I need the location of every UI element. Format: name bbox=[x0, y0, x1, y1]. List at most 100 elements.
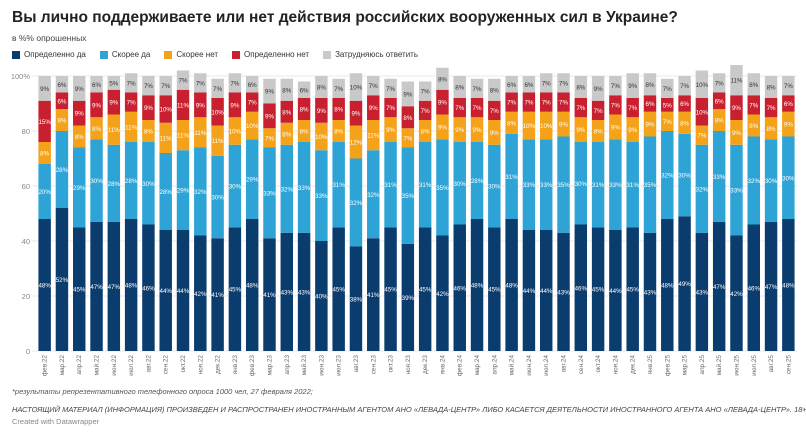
data-label: 28% bbox=[160, 189, 173, 196]
bar-segment bbox=[626, 227, 639, 351]
bar-segment bbox=[211, 125, 224, 156]
bar-segment bbox=[488, 78, 501, 101]
bar-segment bbox=[211, 238, 224, 351]
bar-segment bbox=[315, 98, 328, 123]
data-label: 41% bbox=[211, 292, 224, 299]
data-label: 7% bbox=[127, 100, 136, 107]
data-label: 6% bbox=[715, 98, 724, 105]
y-tick-label: 20 bbox=[22, 292, 30, 301]
data-label: 33% bbox=[523, 182, 536, 189]
bar-segment bbox=[38, 76, 51, 101]
bar-segment bbox=[470, 219, 484, 351]
legend-item-rather-yes: Скорее да bbox=[99, 50, 151, 59]
data-label: 43% bbox=[696, 289, 709, 296]
data-label: 32% bbox=[748, 178, 761, 185]
bar-segment bbox=[228, 117, 242, 145]
bar-segment bbox=[453, 76, 466, 98]
bar-segment bbox=[384, 142, 397, 228]
bar-segment bbox=[263, 103, 276, 129]
survey-note: *результаты репрезентативного телефонног… bbox=[12, 387, 313, 396]
x-tick-label: апр.23 bbox=[284, 355, 291, 375]
data-label: 6% bbox=[524, 82, 533, 89]
bar-segment bbox=[159, 230, 172, 351]
bar-segment bbox=[73, 147, 86, 228]
bar-segment bbox=[332, 98, 345, 120]
data-label: 10% bbox=[523, 123, 536, 130]
bar-segment bbox=[90, 139, 103, 222]
chart-title: Вы лично поддерживаете или нет действия … bbox=[12, 9, 678, 26]
bar-segment bbox=[747, 95, 760, 115]
x-tick-label: апр.25 bbox=[699, 355, 706, 375]
bar-segment bbox=[436, 139, 449, 236]
x-tick-label: ноя.24 bbox=[612, 355, 619, 375]
bar-segment bbox=[436, 114, 449, 140]
bar-segment bbox=[678, 95, 691, 112]
data-label: 7% bbox=[715, 80, 724, 87]
data-label: 7% bbox=[144, 83, 153, 90]
data-label: 35% bbox=[644, 182, 657, 189]
bar-segment bbox=[747, 114, 760, 137]
legend-label: Скорее да bbox=[111, 50, 151, 59]
data-label: 29% bbox=[73, 185, 86, 192]
data-label: 42% bbox=[730, 291, 743, 298]
data-label: 7% bbox=[749, 102, 758, 109]
bar-segment bbox=[280, 78, 294, 101]
data-label: 47% bbox=[108, 284, 121, 291]
bar-segment bbox=[315, 150, 328, 241]
bar-segment bbox=[609, 76, 622, 96]
data-label: 9% bbox=[75, 86, 84, 93]
y-tick-label: 100% bbox=[11, 72, 31, 81]
bar-segment bbox=[107, 144, 121, 222]
x-tick-label: окт.24 bbox=[595, 355, 602, 373]
data-label: 8% bbox=[282, 109, 291, 116]
x-tick-label: апр.22 bbox=[76, 355, 83, 375]
data-label: 6% bbox=[646, 101, 655, 108]
bar-segment bbox=[782, 111, 795, 137]
bar-segment bbox=[245, 111, 259, 140]
data-label: 9% bbox=[438, 100, 447, 107]
bar-segment bbox=[142, 76, 155, 96]
data-label: 8% bbox=[767, 126, 776, 133]
data-label: 15% bbox=[38, 119, 51, 126]
data-label: 31% bbox=[384, 182, 397, 189]
bar-segment bbox=[591, 227, 605, 351]
data-label: 9% bbox=[473, 127, 482, 134]
data-label: 48% bbox=[125, 283, 138, 290]
data-label: 7% bbox=[369, 83, 378, 90]
data-label: 45% bbox=[229, 287, 242, 294]
data-label: 8% bbox=[749, 123, 758, 130]
x-tick-label: янв.23 bbox=[232, 355, 239, 375]
data-label: 8% bbox=[576, 85, 585, 92]
data-label: 8% bbox=[40, 151, 49, 158]
foreign-agent-disclaimer: НАСТОЯЩИЙ МАТЕРИАЛ (ИНФОРМАЦИЯ) ПРОИЗВЕД… bbox=[12, 405, 806, 414]
bar-segment bbox=[211, 155, 224, 239]
data-label: 42% bbox=[436, 291, 449, 298]
data-label: 38% bbox=[350, 296, 363, 303]
bar-segment bbox=[124, 73, 138, 93]
data-label: 7% bbox=[127, 80, 136, 87]
data-label: 33% bbox=[540, 182, 553, 189]
bar-segment bbox=[557, 92, 570, 112]
data-label: 7% bbox=[628, 105, 637, 112]
data-label: 46% bbox=[142, 285, 155, 292]
bar-segment bbox=[211, 98, 224, 126]
bar-segment bbox=[280, 144, 294, 233]
data-label: 20% bbox=[38, 189, 51, 196]
data-label: 35% bbox=[402, 193, 415, 200]
data-label: 7% bbox=[680, 83, 689, 90]
data-label: 10% bbox=[696, 82, 709, 89]
bar-segment bbox=[107, 114, 121, 145]
bar-segment bbox=[695, 125, 709, 145]
x-tick-label: фев.24 bbox=[457, 355, 464, 377]
bar-segment bbox=[263, 238, 276, 351]
x-tick-label: окт.22 bbox=[180, 355, 187, 373]
bar-segment bbox=[280, 232, 294, 351]
data-label: 8% bbox=[334, 107, 343, 114]
data-label: 48% bbox=[505, 283, 518, 290]
data-label: 28% bbox=[56, 167, 69, 174]
data-label: 33% bbox=[298, 185, 311, 192]
data-label: 7% bbox=[421, 89, 430, 96]
x-tick-label: фев.25 bbox=[664, 355, 671, 377]
bar-segment bbox=[124, 92, 138, 112]
data-label: 30% bbox=[229, 184, 242, 191]
